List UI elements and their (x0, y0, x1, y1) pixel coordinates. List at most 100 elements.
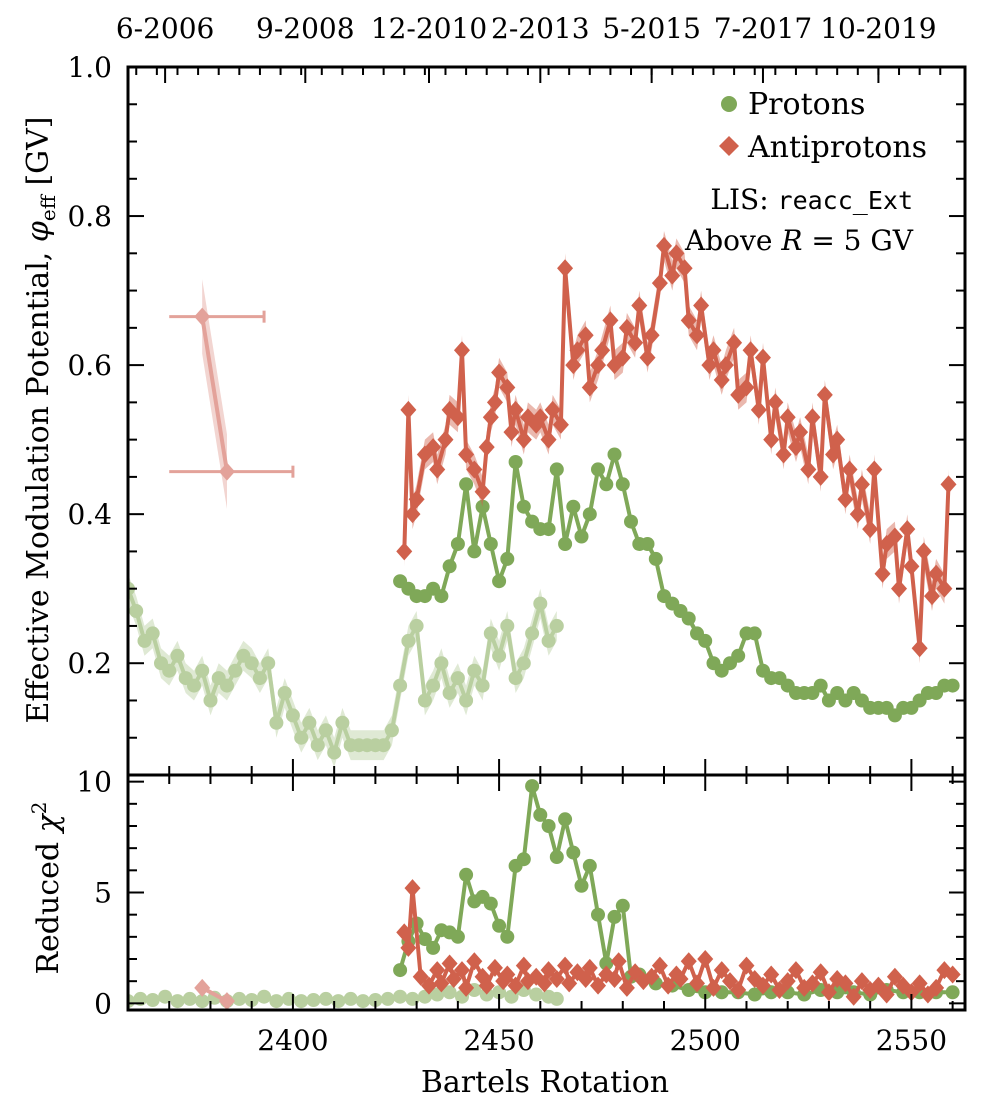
top-series-3-point-82 (891, 579, 908, 598)
bottom-series-0-point-21 (380, 991, 395, 1006)
top-plot-marks (128, 231, 960, 768)
bottom-series-3-point-71 (928, 978, 945, 997)
top-y-tick-label: 0.8 (67, 200, 112, 233)
top-series-0-point-41 (459, 693, 474, 708)
top-series-3-point-78 (866, 460, 883, 479)
bottom-series-0-point-14 (294, 994, 309, 1009)
top-series-1-point-15 (516, 499, 531, 514)
top-series-0-point-45 (492, 648, 507, 663)
bottom-series-0-point-3 (158, 989, 173, 1004)
top-series-3-point-66 (792, 423, 809, 442)
bottom-series-3-point-16 (499, 965, 516, 984)
top-series-0-point-18 (269, 715, 284, 730)
bottom-series-0-point-18 (343, 991, 358, 1006)
bottom-series-3-point-37 (651, 956, 668, 975)
top-series-0-point-22 (302, 715, 317, 730)
bottom-series-0-point-22 (393, 989, 408, 1004)
bottom-series-3-point-56 (804, 974, 821, 993)
top-series-3-point-12 (466, 460, 483, 479)
top-series-2-point-1 (218, 462, 235, 481)
top-series-3-point-77 (862, 520, 879, 539)
top-series-1-point-25 (599, 477, 614, 492)
top-series-0-point-46 (500, 618, 515, 633)
bottom-series-1-point-16 (525, 779, 540, 794)
top-series-3-point-89 (936, 579, 953, 598)
top-series-1-point-10 (475, 499, 490, 514)
top-series-1-point-28 (624, 514, 638, 529)
bottom-series-3-point-42 (688, 974, 705, 993)
top-series-3-point-25 (540, 430, 557, 449)
top-series-0-point-6 (170, 648, 185, 663)
top-series-3-point-15 (482, 408, 499, 427)
top-series-3-point-87 (924, 587, 941, 606)
bottom-series-0-point-20 (368, 993, 383, 1007)
top-series-3-point-70 (816, 385, 833, 404)
top-series-3-point-57 (738, 378, 755, 397)
top-series-3-point-60 (754, 348, 771, 367)
top-series-3-point-71 (825, 445, 842, 464)
top-series-0-error-band (128, 573, 557, 768)
axes (126, 65, 967, 1012)
bottom-series-3-point-58 (820, 983, 837, 1002)
x-tick-label: 2450 (463, 1024, 534, 1057)
top-plot-area (128, 231, 960, 768)
top-series-3-point-86 (915, 542, 932, 561)
bottom-series-3-point-36 (643, 967, 660, 986)
top-series-3-point-13 (474, 482, 491, 501)
bottom-series-0-point-0 (128, 994, 135, 1009)
bottom-series-3-point-17 (507, 976, 524, 995)
bottom-series-3-point-13 (478, 976, 495, 995)
bottom-series-1-point-12 (492, 918, 507, 933)
bottom-series-1-point-13 (500, 929, 515, 944)
bottom-y-tick-label: 0 (94, 987, 112, 1020)
top-series-0-point-44 (483, 626, 498, 641)
bottom-series-3-point-9 (453, 961, 470, 980)
top-series-0-point-17 (261, 656, 276, 671)
top-series-0-point-5 (162, 663, 177, 678)
bottom-series-1-point-4 (426, 940, 441, 955)
top-series-3-point-18 (499, 378, 516, 397)
top-y-tick-label: 1.0 (67, 51, 112, 84)
bottom-series-3-point-47 (730, 981, 747, 1000)
bottom-series-3-point-40 (672, 969, 689, 988)
bottom-series-1-point-36 (747, 987, 762, 1002)
top-series-3-point-61 (763, 430, 780, 449)
top-series-1-point-5 (434, 589, 449, 604)
top-series-1-point-12 (492, 574, 507, 589)
bottom-series-3-point-29 (590, 976, 607, 995)
top-series-0-point-49 (525, 626, 540, 641)
bottom-series-1-point-11 (483, 896, 498, 911)
bottom-series-0-point-33 (529, 987, 544, 1002)
top-date-tick-label: 5-2015 (602, 12, 701, 45)
top-series-1-point-41 (731, 648, 746, 663)
top-series-3-point-90 (940, 475, 957, 494)
top-series-3-point-16 (486, 393, 503, 412)
bottom-series-3-point-10 (458, 978, 475, 997)
bottom-series-3-point-14 (486, 958, 503, 977)
top-series-3-point-42 (643, 326, 660, 345)
bottom-series-3-point-73 (944, 965, 961, 984)
top-series-3-point-38 (618, 318, 635, 337)
legend-antiprotons-label: Antiprotons (747, 130, 927, 165)
top-series-3-point-43 (651, 274, 668, 293)
top-date-tick-label: 10-2019 (820, 12, 936, 45)
bottom-series-3-point-45 (713, 961, 730, 980)
legend-protons-marker (721, 96, 737, 112)
top-series-1-point-19 (549, 462, 564, 477)
legend-antiprotons-marker (719, 136, 739, 156)
top-series-3-point-67 (800, 460, 817, 479)
top-series-3-point-85 (911, 639, 928, 658)
top-series-3-point-37 (614, 348, 631, 367)
bottom-series-3-point-61 (845, 987, 862, 1006)
top-series-0-point-39 (442, 686, 457, 700)
top-date-tick-label: 7-2017 (714, 12, 813, 45)
top-series-0-point-37 (426, 678, 441, 693)
annotation-line-2: Above R = 5 GV (684, 224, 914, 257)
bottom-series-3-point-43 (697, 950, 714, 969)
top-series-3-point-73 (837, 490, 854, 509)
bottom-series-3-point-60 (837, 974, 854, 993)
x-axis-label: Bartels Rotation (421, 1065, 669, 1100)
top-series-1-point-26 (607, 447, 622, 462)
bottom-series-3-point-50 (754, 976, 771, 995)
top-series-0-point-48 (516, 656, 531, 671)
